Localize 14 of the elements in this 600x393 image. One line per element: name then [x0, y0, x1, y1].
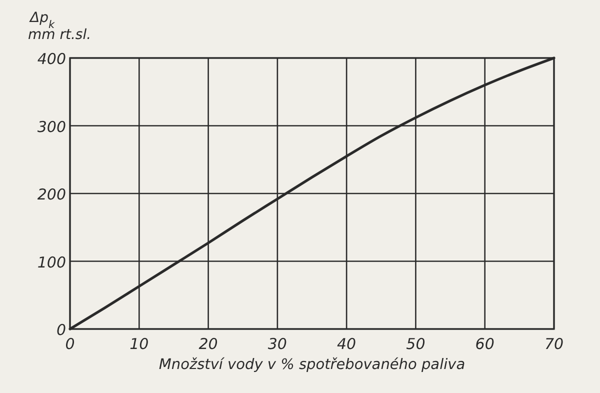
x-tick-label: 20: [198, 335, 218, 353]
x-tick-label: 10: [130, 335, 149, 353]
y-tick-label: 400: [37, 50, 66, 68]
y-tick-label: 0: [56, 321, 66, 339]
y-axis-title: Δp$_{k}$ mm rt.sl.: [28, 10, 92, 43]
x-tick-label: 70: [544, 335, 564, 353]
x-tick-label: 50: [406, 335, 426, 353]
x-tick-label: 30: [268, 335, 287, 353]
x-axis-title: Množství vody v % spotřebovaného paliva: [158, 357, 466, 373]
x-tick-label: 60: [475, 335, 494, 353]
y-tick-label: 100: [37, 253, 66, 272]
y-tick-label: 300: [37, 118, 66, 136]
y-tick-label: 200: [37, 186, 66, 204]
x-tick-label: 40: [337, 335, 356, 353]
